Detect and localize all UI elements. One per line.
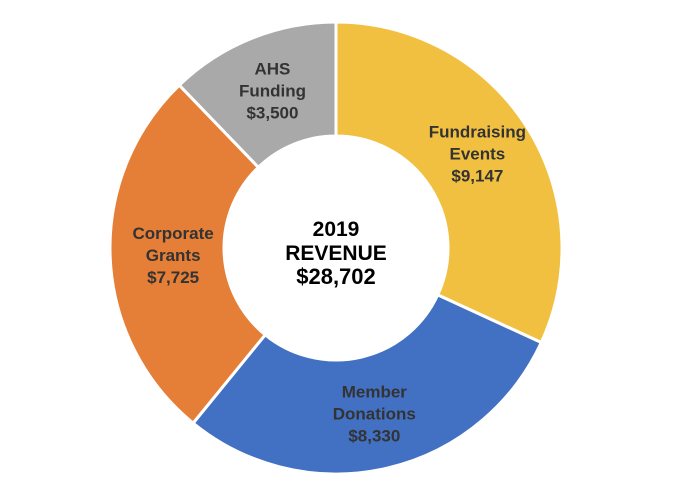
center-title: REVENUE (285, 242, 387, 265)
slice-value-label: $8,330 (348, 427, 400, 446)
slice-label-line: Corporate (133, 224, 214, 243)
slice-label-0: Fundraising Events $9,147 (429, 123, 526, 186)
donut-slice-0 (334, 20, 564, 345)
donut-slice-3 (177, 20, 338, 170)
slice-label-line: Member (342, 383, 408, 402)
donut-slice-1 (191, 292, 544, 476)
slice-value-label: $3,500 (246, 103, 298, 122)
slice-label-line: Donations (333, 405, 416, 424)
slice-label-2: Corporate Grants $7,725 (133, 224, 214, 287)
slice-labels: Fundraising Events $9,147 Member Donations $8… (133, 59, 526, 445)
slice-label-line: Fundraising (429, 123, 526, 142)
center-total: $28,702 (296, 264, 376, 289)
donut-slices (108, 20, 564, 476)
center-year: 2019 (313, 218, 360, 241)
slice-label-3: AHS Funding $3,500 (239, 59, 306, 122)
donut-center: 2019 REVENUE $28,702 (285, 218, 387, 289)
slice-label-line: Events (449, 145, 505, 164)
slice-value-label: $7,725 (147, 268, 199, 287)
slice-value-label: $9,147 (451, 167, 503, 186)
slice-label-line: Grants (146, 246, 201, 265)
donut-slice-2 (108, 83, 268, 426)
slice-label-line: AHS (255, 59, 291, 78)
slice-label-line: Funding (239, 81, 306, 100)
slice-label-1: Member Donations $8,330 (333, 383, 416, 446)
